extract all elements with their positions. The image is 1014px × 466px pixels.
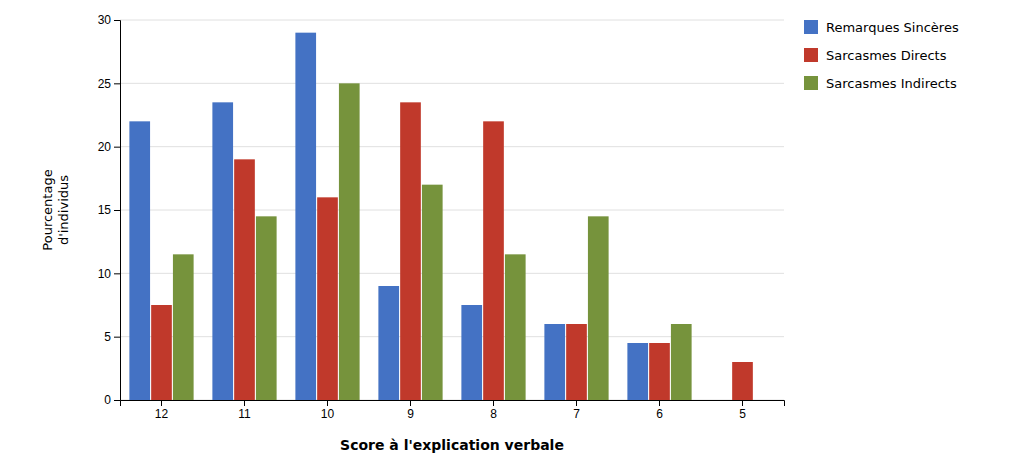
bar: [588, 216, 609, 400]
bar: [339, 83, 360, 400]
bar-series: [151, 102, 753, 400]
x-tick-mark: [576, 400, 577, 406]
x-tick-label: 8: [490, 407, 497, 421]
bar-series: [129, 33, 648, 400]
x-tick: 8: [490, 400, 497, 421]
bars: [129, 33, 752, 400]
y-tick-mark: [114, 147, 120, 148]
x-tick: 10: [321, 400, 335, 421]
bar: [483, 121, 504, 400]
x-tick: 6: [656, 400, 663, 421]
y-tick: 25: [98, 77, 120, 91]
x-tick-mark: [327, 400, 328, 406]
legend-label: Sarcasmes Indirects: [826, 76, 957, 91]
y-tick-label: 0: [104, 393, 111, 407]
y-tick-mark: [114, 273, 120, 274]
legend-label: Sarcasmes Directs: [826, 48, 947, 63]
y-tick: 0: [104, 393, 120, 407]
bar: [295, 33, 316, 400]
bar: [461, 305, 482, 400]
x-axis-title: Score à l'explication verbale: [340, 437, 564, 453]
bar: [544, 324, 565, 400]
y-tick: 30: [98, 13, 120, 27]
grid-line: [120, 20, 784, 21]
y-axis-title: Pourcentaged'individus: [40, 169, 71, 250]
x-tick: 12: [155, 400, 169, 421]
bar: [378, 286, 399, 400]
x-tick-label: 7: [573, 407, 580, 421]
bar: [129, 121, 150, 400]
bar: [732, 362, 753, 400]
legend-label: Remarques Sincères: [826, 20, 959, 35]
y-tick-mark: [114, 337, 120, 338]
y-tick-label: 30: [98, 13, 112, 27]
legend: Remarques Sincères Sarcasmes Directs Sarca…: [804, 20, 959, 91]
x-tick-label: 9: [407, 407, 414, 421]
y-tick-label: 5: [104, 330, 111, 344]
x-tick: 11: [238, 400, 251, 421]
bar-series: [173, 83, 692, 400]
y-tick-mark: [114, 83, 120, 84]
bar: [754, 400, 775, 401]
bar: [400, 102, 421, 400]
bar: [649, 343, 670, 400]
y-tick-mark: [114, 20, 120, 21]
x-axis-line: [121, 401, 785, 407]
x-axis: 12 11 10 9 8 7 6 5: [121, 400, 785, 421]
x-tick-mark: [161, 400, 162, 406]
y-tick: 15: [98, 203, 120, 217]
plot-area: 12 11 10 9 8 7 6 5 0 5 10 15 20 25 30 Score à l'explica…: [40, 13, 959, 453]
x-tick: 9: [407, 400, 414, 421]
bar: [710, 400, 731, 401]
y-tick: 20: [98, 140, 120, 154]
legend-swatch: [804, 20, 818, 34]
y-tick-label: 20: [98, 140, 112, 154]
legend-swatch: [804, 48, 818, 62]
y-axis-title-line: d'individus: [56, 175, 71, 245]
grid: [120, 20, 784, 400]
x-tick-label: 6: [656, 407, 663, 421]
y-tick-mark: [114, 210, 120, 211]
x-tick-label: 10: [321, 407, 335, 421]
legend-swatch: [804, 76, 818, 90]
x-tick-mark: [742, 400, 743, 406]
bar: [566, 324, 587, 400]
y-axis: 0 5 10 15 20 25 30: [98, 13, 121, 407]
legend-item: Remarques Sincères: [804, 20, 959, 35]
legend-item: Sarcasmes Directs: [804, 48, 947, 63]
bar: [505, 254, 526, 400]
grid-line: [120, 83, 784, 84]
bar: [422, 185, 443, 400]
x-tick-mark: [493, 400, 494, 406]
x-tick-label: 11: [238, 407, 251, 421]
bar: [317, 197, 338, 400]
bar: [627, 343, 648, 400]
bar: [212, 102, 233, 400]
x-tick-mark: [410, 400, 411, 406]
bar: [256, 216, 277, 400]
x-tick-mark: [659, 400, 660, 406]
y-tick: 10: [98, 267, 120, 281]
x-tick-label: 5: [739, 407, 746, 421]
y-axis-line: [114, 21, 121, 401]
y-tick-label: 25: [98, 77, 112, 91]
bar: [671, 324, 692, 400]
y-tick-mark: [114, 400, 120, 401]
bar: [234, 159, 255, 400]
y-tick: 5: [104, 330, 120, 344]
y-tick-label: 10: [98, 267, 112, 281]
legend-item: Sarcasmes Indirects: [804, 76, 957, 91]
bar: [151, 305, 172, 400]
bar: [173, 254, 194, 400]
y-axis-title-line: Pourcentage: [40, 169, 55, 250]
x-tick: 5: [739, 400, 746, 421]
x-tick: 7: [573, 400, 580, 421]
y-tick-label: 15: [98, 203, 112, 217]
chart: 12 11 10 9 8 7 6 5 0 5 10 15 20 25 30 Score à l'explica…: [0, 0, 1014, 466]
x-tick-label: 12: [155, 407, 169, 421]
x-tick-mark: [244, 400, 245, 406]
